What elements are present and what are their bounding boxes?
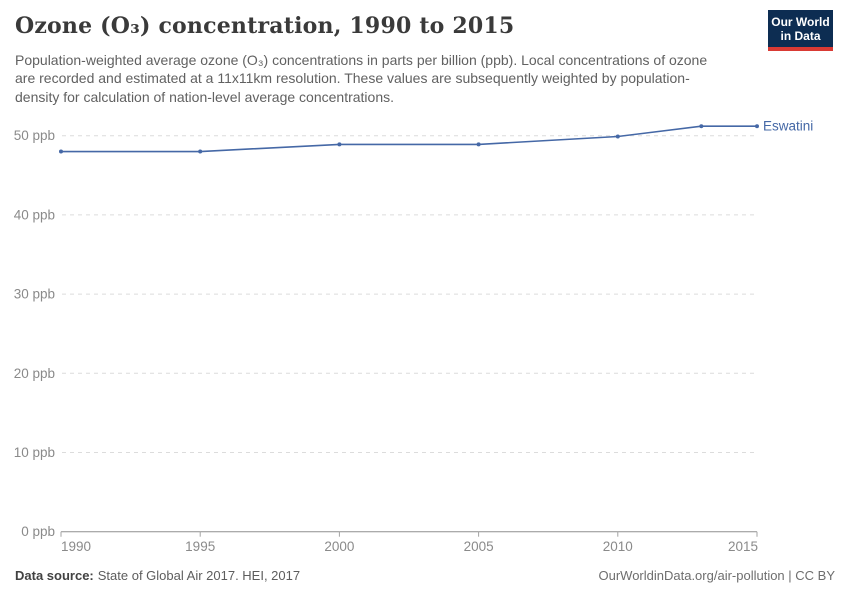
- data-point[interactable]: [755, 124, 759, 129]
- data-source: Data source: State of Global Air 2017. HE…: [15, 568, 300, 583]
- x-tick-label: 2010: [603, 539, 633, 554]
- y-tick-label: 10 ppb: [14, 445, 55, 460]
- chart-subtitle: Population-weighted average ozone (O₃) c…: [15, 52, 708, 105]
- x-tick-label: 2015: [728, 539, 758, 554]
- data-source-value: State of Global Air 2017. HEI, 2017: [97, 568, 301, 583]
- owid-logo-line1: Our World: [771, 15, 830, 29]
- credit-link[interactable]: OurWorldinData.org/air-pollution | CC BY: [598, 568, 835, 583]
- data-source-label: Data source:: [15, 568, 94, 583]
- page-title: Ozone (O₃) concentration, 1990 to 2015: [15, 13, 515, 39]
- data-point[interactable]: [476, 142, 481, 147]
- y-tick-label: 50 ppb: [14, 128, 55, 143]
- series-line[interactable]: [61, 125, 757, 153]
- chart-footer: Data source: State of Global Air 2017. HE…: [15, 568, 835, 583]
- data-point[interactable]: [699, 124, 704, 129]
- owid-logo[interactable]: Our World in Data: [768, 10, 833, 51]
- entity-label[interactable]: Eswatini: [763, 119, 813, 134]
- data-point[interactable]: [198, 149, 203, 154]
- x-tick-label: 1990: [61, 539, 91, 554]
- x-tick-label: 1995: [185, 539, 215, 554]
- y-tick-label: 30 ppb: [14, 287, 55, 302]
- line-chart: 0 ppb 10 ppb 20 ppb 30 ppb 40 ppb 50 ppb 1990 1…: [14, 119, 814, 554]
- y-tick-label: 20 ppb: [14, 366, 55, 381]
- y-tick-label: 0 ppb: [21, 524, 55, 539]
- data-point[interactable]: [337, 142, 342, 147]
- x-tick-label: 2005: [464, 539, 494, 554]
- data-point[interactable]: [59, 149, 63, 154]
- x-tick-label: 2000: [324, 539, 354, 554]
- data-point[interactable]: [615, 134, 620, 139]
- owid-logo-line2: in Data: [780, 29, 821, 43]
- y-tick-label: 40 ppb: [14, 207, 55, 222]
